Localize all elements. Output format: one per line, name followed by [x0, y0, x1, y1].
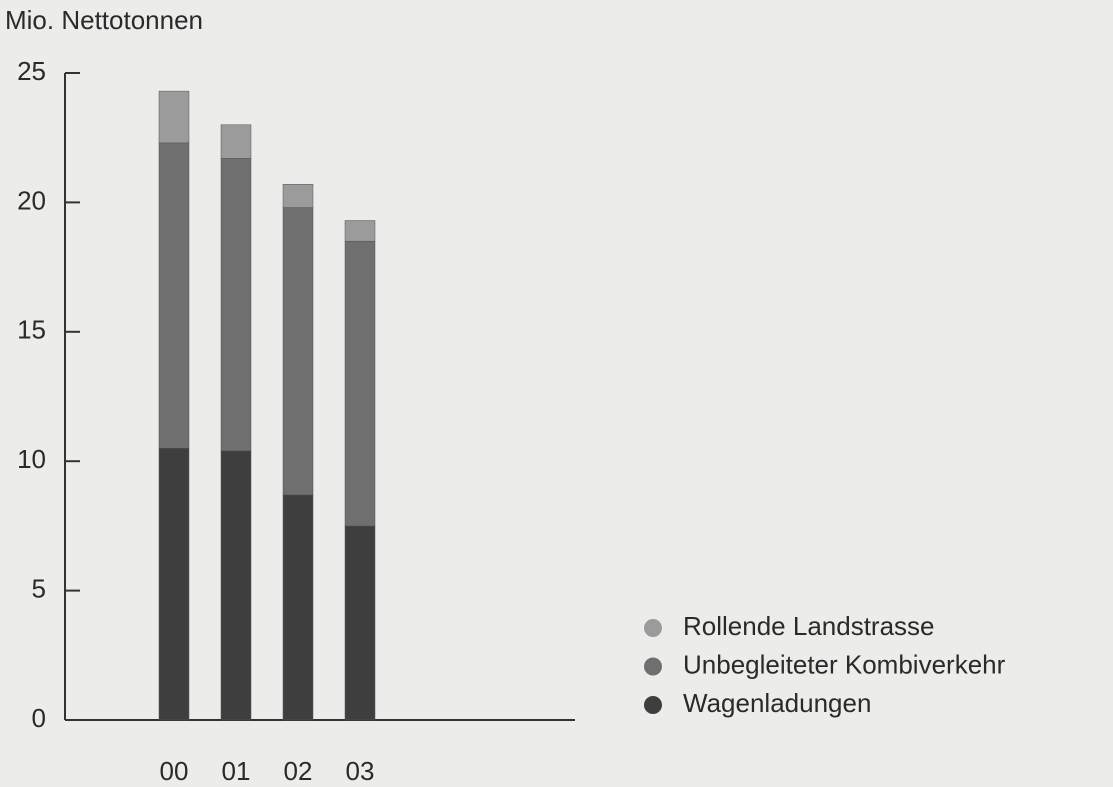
x-tick-label: 03: [346, 756, 375, 786]
bar-segment: [344, 220, 376, 242]
bar-segment: [282, 184, 314, 208]
bar-segment: [220, 124, 252, 159]
bar-segment: [158, 90, 190, 144]
x-tick-label: 01: [222, 756, 251, 786]
x-tick-label: 00: [160, 756, 189, 786]
y-tick-label: 5: [32, 573, 46, 603]
bar-segment: [158, 142, 190, 449]
y-tick-label: 15: [17, 315, 46, 345]
y-tick-label: 25: [17, 56, 46, 86]
x-tick-label: 02: [284, 756, 313, 786]
legend-label: Unbegleiteter Kombiverkehr: [683, 649, 1006, 679]
bar-segment: [282, 207, 314, 496]
legend-label: Wagenladungen: [683, 688, 871, 718]
bar-segment: [220, 450, 252, 721]
y-tick-label: 10: [17, 444, 46, 474]
y-tick-label: 0: [32, 703, 46, 733]
bar-segment: [158, 448, 190, 721]
bar-segment: [344, 525, 376, 721]
legend-swatch: [644, 619, 662, 637]
y-axis-label: Mio. Nettotonnen: [5, 5, 203, 35]
bar-segment: [344, 240, 376, 527]
bar-segment: [282, 494, 314, 721]
legend-swatch: [644, 696, 662, 714]
legend-swatch: [644, 657, 662, 676]
legend-label: Rollende Landstrasse: [683, 611, 935, 641]
y-tick-label: 20: [17, 185, 46, 215]
bar-segment: [220, 158, 252, 452]
